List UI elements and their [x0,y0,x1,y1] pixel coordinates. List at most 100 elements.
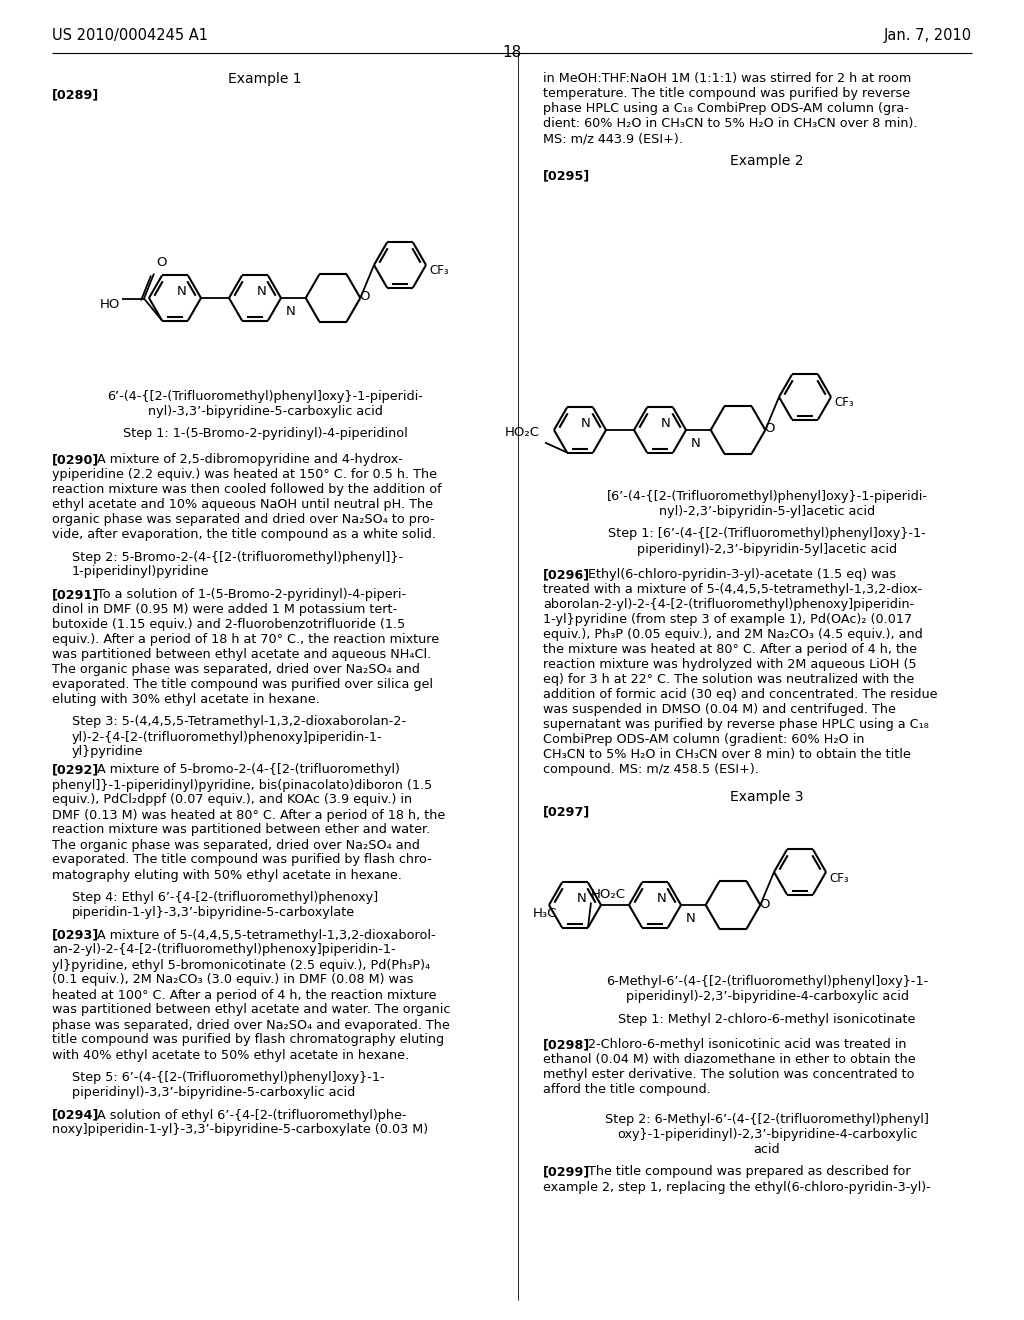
Text: (0.1 equiv.), 2M Na₂CO₃ (3.0 equiv.) in DMF (0.08 M) was: (0.1 equiv.), 2M Na₂CO₃ (3.0 equiv.) in … [52,974,414,986]
Text: A mixture of 5-(4,4,5,5-tetramethyl-1,3,2-dioxaborol-: A mixture of 5-(4,4,5,5-tetramethyl-1,3,… [85,928,436,941]
Text: [0299]: [0299] [543,1166,590,1179]
Text: 18: 18 [503,45,521,59]
Text: eluting with 30% ethyl acetate in hexane.: eluting with 30% ethyl acetate in hexane… [52,693,319,706]
Text: Step 1: 1-(5-Bromo-2-pyridinyl)-4-piperidinol: Step 1: 1-(5-Bromo-2-pyridinyl)-4-piperi… [123,428,408,441]
Text: ypiperidine (2.2 equiv.) was heated at 150° C. for 0.5 h. The: ypiperidine (2.2 equiv.) was heated at 1… [52,469,437,480]
Text: H₃C: H₃C [532,907,557,920]
Text: Step 4: Ethyl 6’-{4-[2-(trifluoromethyl)phenoxy]: Step 4: Ethyl 6’-{4-[2-(trifluoromethyl)… [72,891,378,904]
Text: Step 2: 5-Bromo-2-(4-{[2-(trifluoromethyl)phenyl]}-: Step 2: 5-Bromo-2-(4-{[2-(trifluoromethy… [72,550,403,564]
Text: The organic phase was separated, dried over Na₂SO₄ and: The organic phase was separated, dried o… [52,838,420,851]
Text: compound. MS: m/z 458.5 (ESI+).: compound. MS: m/z 458.5 (ESI+). [543,763,759,776]
Text: A mixture of 5-bromo-2-(4-{[2-(trifluoromethyl): A mixture of 5-bromo-2-(4-{[2-(trifluoro… [85,763,400,776]
Text: reaction mixture was partitioned between ether and water.: reaction mixture was partitioned between… [52,824,430,837]
Text: organic phase was separated and dried over Na₂SO₄ to pro-: organic phase was separated and dried ov… [52,513,434,525]
Text: afford the title compound.: afford the title compound. [543,1082,711,1096]
Text: HO₂C: HO₂C [505,425,540,438]
Text: was suspended in DMSO (0.04 M) and centrifuged. The: was suspended in DMSO (0.04 M) and centr… [543,704,896,715]
Text: evaporated. The title compound was purified by flash chro-: evaporated. The title compound was purif… [52,854,432,866]
Text: yl)-2-{4-[2-(trifluoromethyl)phenoxy]piperidin-1-: yl)-2-{4-[2-(trifluoromethyl)phenoxy]pip… [72,730,383,743]
Text: ethyl acetate and 10% aqueous NaOH until neutral pH. The: ethyl acetate and 10% aqueous NaOH until… [52,498,433,511]
Text: The organic phase was separated, dried over Na₂SO₄ and: The organic phase was separated, dried o… [52,663,420,676]
Text: yl}pyridine, ethyl 5-bromonicotinate (2.5 equiv.), Pd(Ph₃P)₄: yl}pyridine, ethyl 5-bromonicotinate (2.… [52,958,430,972]
Text: evaporated. The title compound was purified over silica gel: evaporated. The title compound was purif… [52,678,433,690]
Text: [6’-(4-{[2-(Trifluoromethyl)phenyl]oxy}-1-piperidi-: [6’-(4-{[2-(Trifluoromethyl)phenyl]oxy}-… [606,490,928,503]
Text: HO₂C: HO₂C [591,887,626,900]
Text: acid: acid [754,1143,780,1156]
Text: yl}pyridine: yl}pyridine [72,746,143,759]
Text: with 40% ethyl acetate to 50% ethyl acetate in hexane.: with 40% ethyl acetate to 50% ethyl acet… [52,1048,410,1061]
Text: N: N [286,305,295,318]
Text: nyl)-3,3’-bipyridine-5-carboxylic acid: nyl)-3,3’-bipyridine-5-carboxylic acid [147,405,382,418]
Text: equiv.). After a period of 18 h at 70° C., the reaction mixture: equiv.). After a period of 18 h at 70° C… [52,634,439,645]
Text: aborolan-2-yl)-2-{4-[2-(trifluoromethyl)phenoxy]piperidin-: aborolan-2-yl)-2-{4-[2-(trifluoromethyl)… [543,598,914,611]
Text: supernatant was purified by reverse phase HPLC using a C₁₈: supernatant was purified by reverse phas… [543,718,929,731]
Text: Step 3: 5-(4,4,5,5-Tetramethyl-1,3,2-dioxaborolan-2-: Step 3: 5-(4,4,5,5-Tetramethyl-1,3,2-dio… [72,715,406,729]
Text: [0289]: [0289] [52,88,99,102]
Text: CF₃: CF₃ [834,396,854,409]
Text: matography eluting with 50% ethyl acetate in hexane.: matography eluting with 50% ethyl acetat… [52,869,401,882]
Text: Example 3: Example 3 [730,789,804,804]
Text: vide, after evaporation, the title compound as a white solid.: vide, after evaporation, the title compo… [52,528,436,541]
Text: N: N [577,892,586,906]
Text: N: N [176,285,186,298]
Text: [0296]: [0296] [543,568,590,581]
Text: piperidinyl)-2,3’-bipyridin-5yl]acetic acid: piperidinyl)-2,3’-bipyridin-5yl]acetic a… [637,543,897,556]
Text: 2-Chloro-6-methyl isonicotinic acid was treated in: 2-Chloro-6-methyl isonicotinic acid was … [577,1038,907,1051]
Text: equiv.), PdCl₂dppf (0.07 equiv.), and KOAc (3.9 equiv.) in: equiv.), PdCl₂dppf (0.07 equiv.), and KO… [52,793,412,807]
Text: phase HPLC using a C₁₈ CombiPrep ODS-AM column (gra-: phase HPLC using a C₁₈ CombiPrep ODS-AM … [543,102,909,115]
Text: in MeOH:THF:NaOH 1M (1:1:1) was stirred for 2 h at room: in MeOH:THF:NaOH 1M (1:1:1) was stirred … [543,73,911,84]
Text: noxy]piperidin-1-yl}-3,3’-bipyridine-5-carboxylate (0.03 M): noxy]piperidin-1-yl}-3,3’-bipyridine-5-c… [52,1123,428,1137]
Text: methyl ester derivative. The solution was concentrated to: methyl ester derivative. The solution wa… [543,1068,914,1081]
Text: CombiPrep ODS-AM column (gradient: 60% H₂O in: CombiPrep ODS-AM column (gradient: 60% H… [543,733,864,746]
Text: MS: m/z 443.9 (ESI+).: MS: m/z 443.9 (ESI+). [543,132,683,145]
Text: equiv.), Ph₃P (0.05 equiv.), and 2M Na₂CO₃ (4.5 equiv.), and: equiv.), Ph₃P (0.05 equiv.), and 2M Na₂C… [543,628,923,642]
Text: US 2010/0004245 A1: US 2010/0004245 A1 [52,28,208,44]
Text: N: N [656,892,666,906]
Text: butoxide (1.15 equiv.) and 2-fluorobenzotrifluoride (1.5: butoxide (1.15 equiv.) and 2-fluorobenzo… [52,618,406,631]
Text: nyl)-2,3’-bipyridin-5-yl]acetic acid: nyl)-2,3’-bipyridin-5-yl]acetic acid [658,506,876,517]
Text: DMF (0.13 M) was heated at 80° C. After a period of 18 h, the: DMF (0.13 M) was heated at 80° C. After … [52,808,445,821]
Text: piperidin-1-yl}-3,3’-bipyridine-5-carboxylate: piperidin-1-yl}-3,3’-bipyridine-5-carbox… [72,906,355,919]
Text: [0295]: [0295] [543,169,590,182]
Text: 1-piperidinyl)pyridine: 1-piperidinyl)pyridine [72,565,210,578]
Text: [0298]: [0298] [543,1038,590,1051]
Text: 6-Methyl-6’-(4-{[2-(trifluoromethyl)phenyl]oxy}-1-: 6-Methyl-6’-(4-{[2-(trifluoromethyl)phen… [606,975,928,987]
Text: phenyl]}-1-piperidinyl)pyridine, bis(pinacolato)diboron (1.5: phenyl]}-1-piperidinyl)pyridine, bis(pin… [52,779,432,792]
Text: O: O [764,422,774,436]
Text: an-2-yl)-2-{4-[2-(trifluoromethyl)phenoxy]piperidin-1-: an-2-yl)-2-{4-[2-(trifluoromethyl)phenox… [52,944,395,957]
Text: Step 1: [6’-(4-{[2-(Trifluoromethyl)phenyl]oxy}-1-: Step 1: [6’-(4-{[2-(Trifluoromethyl)phen… [608,528,926,540]
Text: piperidinyl)-3,3’-bipyridine-5-carboxylic acid: piperidinyl)-3,3’-bipyridine-5-carboxyli… [72,1086,355,1100]
Text: [0297]: [0297] [543,805,590,818]
Text: HO: HO [99,298,120,312]
Text: N: N [662,417,671,430]
Text: 6’-(4-{[2-(Trifluoromethyl)phenyl]oxy}-1-piperidi-: 6’-(4-{[2-(Trifluoromethyl)phenyl]oxy}-1… [108,389,423,403]
Text: Ethyl(6-chloro-pyridin-3-yl)-acetate (1.5 eq) was: Ethyl(6-chloro-pyridin-3-yl)-acetate (1.… [577,568,896,581]
Text: piperidinyl)-2,3’-bipyridine-4-carboxylic acid: piperidinyl)-2,3’-bipyridine-4-carboxyli… [626,990,908,1003]
Text: example 2, step 1, replacing the ethyl(6-chloro-pyridin-3-yl)-: example 2, step 1, replacing the ethyl(6… [543,1180,931,1193]
Text: To a solution of 1-(5-Bromo-2-pyridinyl)-4-piperi-: To a solution of 1-(5-Bromo-2-pyridinyl)… [85,587,407,601]
Text: O: O [759,898,769,911]
Text: [0293]: [0293] [52,928,99,941]
Text: addition of formic acid (30 eq) and concentrated. The residue: addition of formic acid (30 eq) and conc… [543,688,938,701]
Text: N: N [690,437,700,450]
Text: CH₃CN to 5% H₂O in CH₃CN over 8 min) to obtain the title: CH₃CN to 5% H₂O in CH₃CN over 8 min) to … [543,748,910,762]
Text: dient: 60% H₂O in CH₃CN to 5% H₂O in CH₃CN over 8 min).: dient: 60% H₂O in CH₃CN to 5% H₂O in CH₃… [543,117,918,129]
Text: The title compound was prepared as described for: The title compound was prepared as descr… [577,1166,911,1179]
Text: [0294]: [0294] [52,1109,99,1122]
Text: phase was separated, dried over Na₂SO₄ and evaporated. The: phase was separated, dried over Na₂SO₄ a… [52,1019,450,1031]
Text: Step 2: 6-Methyl-6’-(4-{[2-(trifluoromethyl)phenyl]: Step 2: 6-Methyl-6’-(4-{[2-(trifluoromet… [605,1113,929,1126]
Text: 1-yl}pyridine (from step 3 of example 1), Pd(OAc)₂ (0.017: 1-yl}pyridine (from step 3 of example 1)… [543,612,912,626]
Text: Example 1: Example 1 [228,73,302,86]
Text: N: N [582,417,591,430]
Text: A mixture of 2,5-dibromopyridine and 4-hydrox-: A mixture of 2,5-dibromopyridine and 4-h… [85,453,403,466]
Text: N: N [685,912,695,925]
Text: Step 1: Methyl 2-chloro-6-methyl isonicotinate: Step 1: Methyl 2-chloro-6-methyl isonico… [618,1012,915,1026]
Text: N: N [256,285,266,298]
Text: was partitioned between ethyl acetate and aqueous NH₄Cl.: was partitioned between ethyl acetate an… [52,648,431,661]
Text: A solution of ethyl 6’-{4-[2-(trifluoromethyl)phe-: A solution of ethyl 6’-{4-[2-(trifluorom… [85,1109,407,1122]
Text: Example 2: Example 2 [730,154,804,169]
Text: CF₃: CF₃ [429,264,449,277]
Text: heated at 100° C. After a period of 4 h, the reaction mixture: heated at 100° C. After a period of 4 h,… [52,989,436,1002]
Text: reaction mixture was hydrolyzed with 2M aqueous LiOH (5: reaction mixture was hydrolyzed with 2M … [543,657,916,671]
Text: temperature. The title compound was purified by reverse: temperature. The title compound was puri… [543,87,910,100]
